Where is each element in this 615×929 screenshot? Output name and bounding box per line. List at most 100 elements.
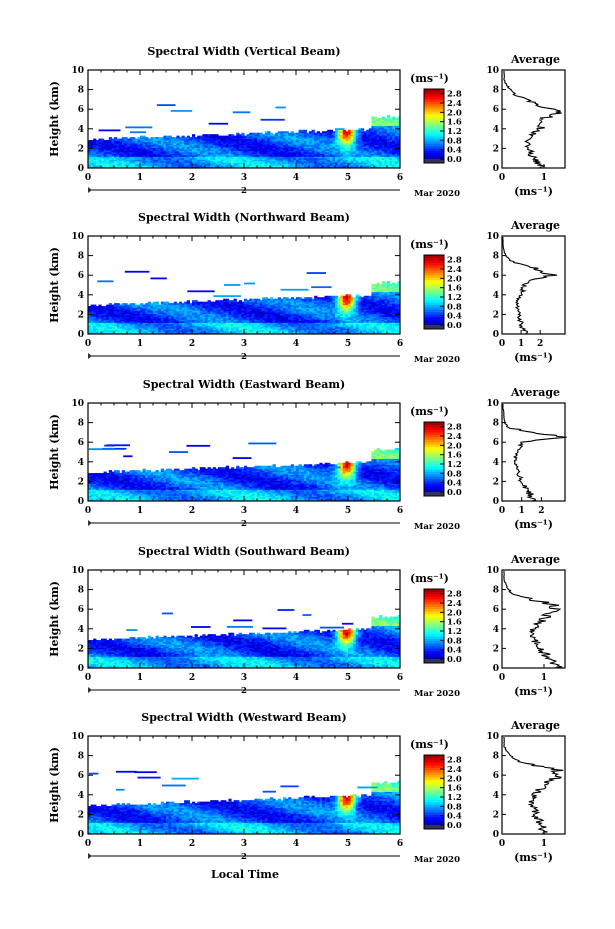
colorbar-cell: [424, 603, 444, 607]
x-tick-label: 5: [345, 839, 351, 849]
profile-y-tick-label: 6: [493, 605, 499, 615]
chart-title: Spectral Width (Vertical Beam): [147, 45, 340, 58]
profile-x-tick-label: 0: [499, 839, 505, 849]
colorbar-tick-label: 2.0: [447, 608, 462, 618]
colorbar-cell: [424, 140, 444, 144]
colorbar-cell: [424, 591, 444, 595]
x-tick-label: 0: [85, 839, 91, 849]
profile-y-tick-label: 8: [493, 752, 499, 762]
colorbar-frame: [423, 88, 445, 164]
colorbar-cell: [424, 611, 444, 615]
colorbar-cell: [424, 255, 444, 258]
profile-x-tick-label: 1: [518, 339, 524, 349]
colorbar-cell: [424, 145, 444, 149]
x-tick-label: 5: [345, 173, 351, 183]
profile-y-tick-label: 6: [493, 438, 499, 448]
date-label: Mar 2020: [414, 355, 460, 365]
colorbar-tick-label: 2.4: [447, 599, 462, 609]
y-tick-label: 10: [71, 232, 84, 242]
y-tick-label: 6: [78, 771, 84, 781]
colorbar-cell: [424, 267, 444, 271]
colorbar-cell: [424, 643, 444, 647]
colorbar-tick-label: 0.0: [447, 488, 462, 498]
colorbar-cell: [424, 764, 444, 768]
day-start-marker: [88, 853, 92, 859]
y-tick-label: 10: [71, 566, 84, 576]
colorbar-under: [424, 159, 444, 163]
x-tick-label: 4: [293, 839, 299, 849]
y-tick-label: 10: [71, 399, 84, 409]
colorbar-cell: [424, 299, 444, 303]
colorbar-cell: [424, 635, 444, 639]
colorbar-tick-label: 0.8: [447, 802, 462, 812]
colorbar-cell: [424, 779, 444, 783]
x-tick-label: 0: [85, 506, 91, 516]
colorbar-cell: [424, 640, 444, 644]
profile-x-tick-label: 0: [499, 673, 505, 683]
profile-x-tick-label: 1: [541, 673, 547, 683]
x-tick-label: 3: [241, 339, 247, 349]
x-tick-label: 6: [397, 173, 403, 183]
colorbar-cell: [424, 422, 444, 425]
colorbar-cell: [424, 648, 444, 652]
profile-y-tick-label: 8: [493, 586, 499, 596]
colorbar-cell: [424, 801, 444, 805]
y-axis-label: Height (km): [48, 247, 61, 323]
colorbar-cell: [424, 272, 444, 276]
profile-title: Average: [510, 386, 560, 399]
profile-y-tick-label: 2: [493, 644, 499, 654]
colorbar-cell: [424, 451, 444, 455]
colorbar-cell: [424, 772, 444, 776]
colorbar-tick-label: 2.0: [447, 274, 462, 284]
colorbar-cell: [424, 628, 444, 632]
colorbar-cell: [424, 589, 444, 592]
y-axis-label: Height (km): [48, 747, 61, 823]
colorbar-under: [424, 825, 444, 829]
colorbar-cell: [424, 93, 444, 97]
y-tick-label: 8: [78, 752, 84, 762]
colorbar-cell: [424, 755, 444, 758]
day-start-marker: [88, 520, 92, 526]
y-tick-label: 4: [78, 791, 84, 801]
colorbar-cell: [424, 596, 444, 600]
y-tick-label: 2: [78, 810, 84, 820]
x-tick-label: 0: [85, 339, 91, 349]
colorbar-cell: [424, 814, 444, 818]
colorbar-cell: [424, 449, 444, 453]
profile-title: Average: [510, 53, 560, 66]
colorbar-cell: [424, 759, 444, 763]
colorbar-tick-label: 1.2: [447, 293, 462, 303]
x-tick-label: 6: [397, 339, 403, 349]
colorbar-tick-label: 2.0: [447, 441, 462, 451]
day-start-marker: [88, 353, 92, 359]
profile-y-tick-label: 10: [486, 232, 499, 242]
colorbar-cell: [424, 116, 444, 120]
colorbar-cell: [424, 321, 444, 325]
colorbar-frame: [423, 254, 445, 330]
day-label: 2: [241, 852, 247, 862]
colorbar-cell: [424, 316, 444, 320]
profile-frame: [501, 402, 566, 502]
y-tick-label: 0: [78, 664, 84, 674]
colorbar-cell: [424, 463, 444, 467]
day-label: 2: [241, 686, 247, 696]
colorbar-cell: [424, 468, 444, 472]
profile-y-tick-label: 2: [493, 310, 499, 320]
chart-title: Spectral Width (Eastward Beam): [143, 378, 345, 391]
colorbar-tick-label: 0.4: [447, 312, 462, 322]
colorbar-cell: [424, 287, 444, 291]
colorbar-cell: [424, 91, 444, 95]
y-axis-label: Height (km): [48, 581, 61, 657]
colorbar-cell: [424, 792, 444, 795]
profile-x-tick-label: 2: [537, 339, 543, 349]
colorbar-unit: (ms⁻¹): [410, 572, 449, 585]
colorbar-cell: [424, 606, 444, 610]
colorbar-under: [424, 659, 444, 663]
y-tick-label: 6: [78, 271, 84, 281]
profile-line: [503, 70, 562, 169]
colorbar-cell: [424, 616, 444, 620]
colorbar-cell: [424, 282, 444, 286]
profile-line: [503, 736, 564, 835]
colorbar-tick-label: 2.0: [447, 108, 462, 118]
